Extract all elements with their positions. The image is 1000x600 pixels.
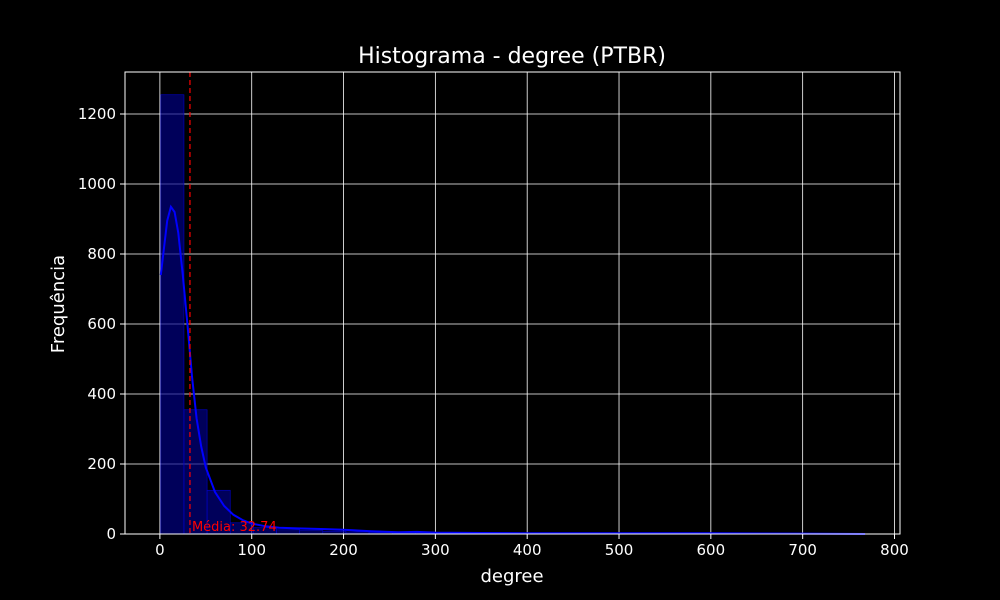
y-tick-label: 600 <box>87 315 116 333</box>
y-axis-label: Frequência <box>48 255 69 353</box>
x-tick-label: 300 <box>421 541 450 559</box>
x-axis-ticks: 0 100 200 300 400 500 600 700 800 <box>155 534 909 559</box>
y-tick-label: 0 <box>106 525 116 543</box>
kde-curve <box>159 204 866 535</box>
y-tick-label: 400 <box>87 385 116 403</box>
x-tick-label: 400 <box>513 541 542 559</box>
mean-annotation: Média: 32.74 <box>192 520 277 535</box>
y-tick-label: 1000 <box>78 175 116 193</box>
y-tick-label: 800 <box>87 245 116 263</box>
plot-frame <box>124 71 901 535</box>
histogram-bar <box>183 409 208 535</box>
y-tick-label: 1200 <box>78 105 116 123</box>
histogram-bar <box>276 529 300 535</box>
x-tick-label: 800 <box>880 541 909 559</box>
histogram-bar <box>299 530 324 535</box>
x-axis-label: degree <box>480 566 543 587</box>
y-axis-ticks: 0 200 400 600 800 1000 1200 <box>78 105 125 543</box>
x-tick-label: 0 <box>155 541 165 559</box>
x-tick-label: 500 <box>605 541 634 559</box>
chart-title: Histograma - degree (PTBR) <box>358 44 666 69</box>
histogram-bars <box>160 94 856 535</box>
y-tick-label: 200 <box>87 455 116 473</box>
x-tick-label: 100 <box>237 541 266 559</box>
x-tick-label: 700 <box>788 541 817 559</box>
histogram-bar <box>160 94 185 535</box>
x-tick-label: 200 <box>329 541 358 559</box>
x-tick-label: 600 <box>697 541 726 559</box>
